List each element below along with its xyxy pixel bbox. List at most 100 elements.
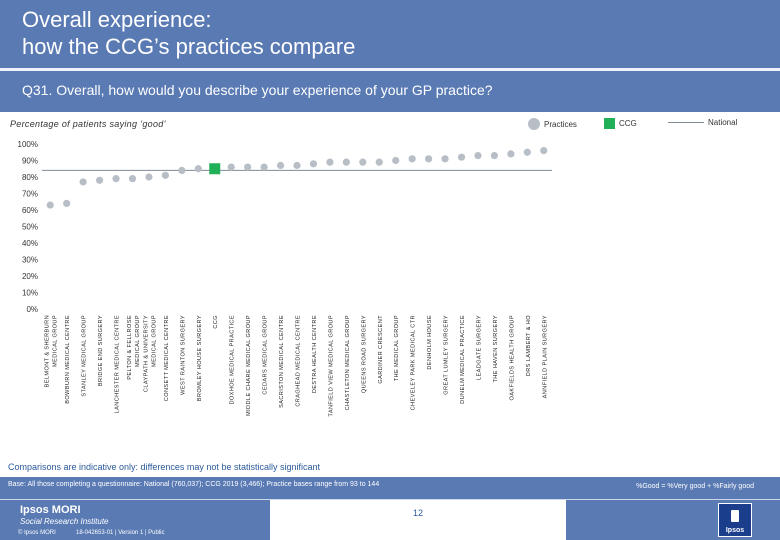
practice-marker bbox=[79, 178, 87, 186]
page-number-box: 12 bbox=[270, 500, 566, 540]
category-label: BOWBURN MEDICAL CENTRE bbox=[65, 315, 71, 404]
practices-chart: 0% 10% 20% 30% 40% 50% 60% 70% 80% 90% 100% BELMONT… bbox=[18, 140, 552, 417]
category-label: THE HAVEN SURGERY bbox=[493, 315, 499, 383]
category-label: GREAT LUMLEY SURGERY bbox=[444, 315, 450, 395]
header-divider bbox=[0, 68, 780, 71]
practice-marker bbox=[523, 148, 531, 156]
category-label: LEADGATE SURGERY bbox=[476, 315, 482, 380]
legend-practices-label: Practices bbox=[544, 119, 577, 129]
legend-ccg: CCG bbox=[604, 118, 637, 129]
category-label: CRAGHEAD MEDICAL CENTRE bbox=[296, 315, 302, 407]
practice-marker bbox=[490, 151, 499, 160]
category-label: CHEVELEY PARK MEDICAL CTR bbox=[411, 315, 417, 410]
logo-text: Ipsos bbox=[725, 527, 745, 534]
category-label: MIDDLE CHARE MEDICAL GROUP bbox=[246, 315, 252, 416]
practice-marker bbox=[260, 163, 268, 171]
logo-mark-icon bbox=[731, 510, 739, 522]
good-definition: %Good = %Very good + %Fairly good bbox=[636, 483, 754, 490]
y-tick-label: 20% bbox=[22, 272, 38, 281]
footer-divider bbox=[0, 499, 780, 500]
y-tick-label: 30% bbox=[22, 256, 38, 265]
y-tick-label: 90% bbox=[22, 157, 38, 166]
category-label: BRIDGE END SURGERY bbox=[98, 315, 104, 386]
ccg-marker-icon bbox=[604, 118, 615, 129]
category-label: DRS LAMBERT & HO bbox=[526, 315, 532, 376]
category-label: QUEENS ROAD SURGERY bbox=[361, 315, 367, 393]
category-label: BROMLEY HOUSE SURGERY bbox=[197, 315, 203, 401]
ipsos-logo-icon: Ipsos bbox=[718, 503, 752, 537]
category-label: OAKFIELDS HEALTH GROUP bbox=[509, 315, 515, 400]
category-label: ANNFIELD PLAIN SURGERY bbox=[542, 315, 548, 398]
practice-marker bbox=[326, 158, 334, 166]
category-label: MEDICAL GROUP bbox=[135, 315, 141, 367]
practice-marker bbox=[425, 155, 433, 163]
category-label: CLAYPATH & UNIVERSITY bbox=[143, 315, 149, 392]
legend-national-label: National bbox=[708, 118, 738, 127]
category-label: DESTRA HEALTH CENTRE bbox=[312, 315, 318, 393]
y-tick-label: 50% bbox=[22, 223, 38, 232]
practice-marker bbox=[128, 175, 137, 183]
practice-marker bbox=[63, 199, 71, 207]
category-label: THE MEDICAL GROUP bbox=[394, 315, 400, 381]
practice-marker bbox=[178, 166, 186, 174]
brand-subtitle: Social Research Institute bbox=[20, 517, 109, 526]
category-label: LANCHESTER MEDICAL CENTRE bbox=[115, 315, 121, 413]
slide-footer: Base: All those completing a questionnai… bbox=[0, 477, 780, 540]
practice-marker-icon bbox=[528, 118, 540, 130]
slide-header: Overall experience: how the CCG’s practi… bbox=[0, 0, 780, 112]
category-label: CONSETT MEDICAL CENTRE bbox=[164, 315, 170, 401]
practice-marker bbox=[507, 150, 515, 158]
y-tick-label: 100% bbox=[18, 140, 38, 149]
y-tick-label: 10% bbox=[22, 289, 38, 298]
chart-subtitle: Percentage of patients saying ‘good’ bbox=[10, 119, 166, 129]
practice-marker bbox=[276, 161, 285, 170]
slide-title: Overall experience: how the CCG’s practi… bbox=[22, 7, 356, 59]
y-tick-label: 70% bbox=[22, 190, 38, 199]
category-label: MEDICAL GROUP bbox=[53, 315, 59, 367]
legend-national: National bbox=[668, 118, 737, 127]
ccg-marker bbox=[209, 163, 221, 175]
category-label: DOXHOE MEDICAL PRACTICE bbox=[230, 315, 236, 405]
y-tick-label: 0% bbox=[26, 305, 38, 314]
practice-marker bbox=[145, 173, 153, 181]
y-tick-label: 60% bbox=[22, 206, 38, 215]
category-label: DENHOLM HOUSE bbox=[427, 315, 433, 370]
category-label: DUNELM MEDICAL PRACTICE bbox=[460, 315, 466, 404]
disclaimer-note: Comparisons are indicative only: differe… bbox=[8, 462, 320, 472]
category-label: CEDARS MEDICAL GROUP bbox=[263, 315, 269, 395]
practice-marker bbox=[408, 155, 416, 163]
category-label: BELMONT & SHERBURN bbox=[45, 315, 51, 387]
job-number: 18-042653-01 | Version 1 | Public bbox=[76, 530, 165, 536]
practice-marker bbox=[309, 160, 318, 168]
y-tick-label: 40% bbox=[22, 239, 38, 248]
legend-practices: Practices bbox=[528, 118, 577, 130]
page-number: 12 bbox=[412, 508, 423, 518]
practice-marker bbox=[441, 155, 449, 163]
practice-marker bbox=[293, 161, 301, 170]
category-label: PELTON & FELLROSE bbox=[127, 315, 133, 380]
practice-marker bbox=[161, 171, 169, 179]
category-label: SACRISTON MEDICAL CENTRE bbox=[279, 315, 285, 408]
y-tick-label: 80% bbox=[22, 173, 38, 182]
practice-marker bbox=[112, 175, 120, 183]
practice-marker bbox=[244, 163, 252, 171]
category-label: STANLEY MEDICAL GROUP bbox=[82, 315, 88, 397]
category-label: CCG bbox=[213, 315, 219, 329]
category-label: CHASTLETON MEDICAL GROUP bbox=[345, 315, 351, 410]
base-note: Base: All those completing a questionnai… bbox=[8, 481, 380, 488]
category-label: TANFIELD VIEW MEDICAL GROUP bbox=[328, 315, 334, 417]
practice-marker bbox=[392, 156, 400, 165]
practice-marker bbox=[359, 158, 367, 166]
survey-question: Q31. Overall, how would you describe you… bbox=[22, 82, 493, 98]
national-line-icon bbox=[668, 122, 704, 123]
brand-name: Ipsos MORI bbox=[20, 504, 81, 516]
category-label: GARDINER CRESCENT bbox=[378, 315, 384, 384]
category-label: WEST RAINTON SURGERY bbox=[180, 315, 186, 395]
practice-marker bbox=[194, 165, 202, 173]
practice-marker bbox=[474, 151, 482, 160]
practice-marker bbox=[375, 158, 383, 166]
practice-marker bbox=[95, 176, 104, 184]
practice-marker bbox=[46, 201, 54, 209]
practice-marker bbox=[227, 163, 235, 171]
copyright-text: © Ipsos MORI bbox=[18, 530, 56, 536]
